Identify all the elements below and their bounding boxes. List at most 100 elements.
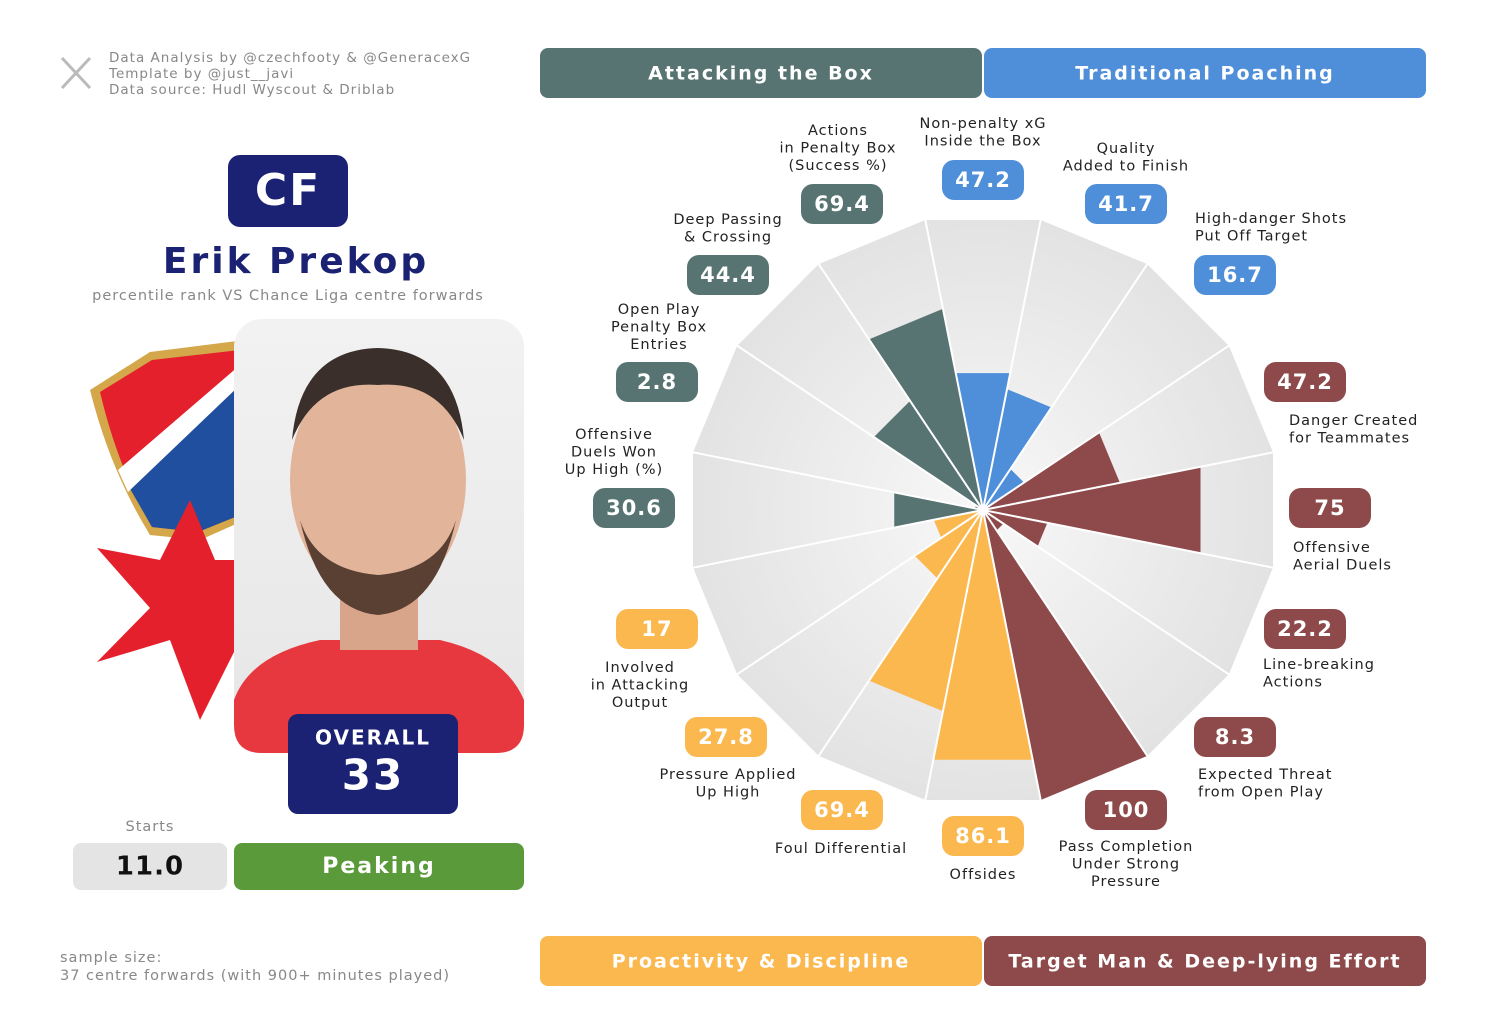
value-badge [1194, 255, 1276, 295]
value-label: 75 [1314, 496, 1345, 520]
value-badge [616, 362, 698, 402]
category-label: Offensive Aerial Duels [1293, 540, 1392, 574]
group-header [540, 48, 982, 98]
spoke [817, 263, 984, 511]
bar [933, 510, 1033, 760]
bar [983, 389, 1052, 510]
value-label: 69.4 [814, 192, 870, 216]
category-line: Output [612, 695, 668, 711]
sample-size: 37 centre forwards (with 900+ minutes pl… [60, 968, 450, 984]
bar [983, 468, 1025, 510]
overall-label: OVERALL [315, 726, 431, 750]
category-label: Non-penalty xG Inside the Box [919, 116, 1046, 150]
spoke [982, 219, 1042, 511]
group-header-label: Attacking the Box [648, 63, 874, 85]
value-badge [1264, 609, 1346, 649]
category-label: Offensive Duels Won Up High (%) [565, 427, 663, 478]
category-label: Offsides [950, 867, 1017, 883]
category-line: Pressure Applied [659, 767, 796, 783]
group-header-label: Traditional Poaching [1075, 63, 1335, 85]
category-line: in Attacking [591, 678, 690, 694]
player-photo [234, 319, 524, 753]
value-label: 47.2 [1277, 370, 1333, 394]
category-line: Put Off Target [1195, 229, 1308, 245]
segment-background [983, 510, 1273, 675]
value-badge [687, 255, 769, 295]
spoke [982, 451, 1274, 511]
category-line: Actions [1263, 675, 1323, 691]
bar [873, 400, 983, 510]
value-label: 30.6 [606, 496, 662, 520]
group-header-label: Target Man & Deep-lying Effort [1008, 951, 1401, 973]
category-line: Pass Completion [1059, 839, 1194, 855]
value-label: 44.4 [700, 263, 756, 287]
credit: Data source: Hudl Wyscout & Driblab [109, 82, 395, 98]
value-badge [1194, 717, 1276, 757]
segment-background [983, 510, 1229, 756]
category-label: Foul Differential [775, 841, 907, 857]
segment-background [983, 264, 1229, 510]
value-badge [942, 160, 1024, 200]
spoke [924, 509, 984, 801]
spoke [982, 344, 1230, 511]
bar [983, 510, 1048, 547]
category-line: Entries [630, 337, 688, 353]
group-header [984, 936, 1426, 986]
category-line: Up High (%) [565, 462, 663, 478]
bar [983, 466, 1201, 554]
segment-background [693, 452, 983, 568]
value-label: 69.4 [814, 798, 870, 822]
category-line: Line-breaking [1263, 657, 1375, 673]
value-label: 17 [641, 617, 672, 641]
bar [955, 373, 1011, 510]
subtitle: percentile rank VS Chance Liga centre fo… [92, 288, 484, 304]
segment-background [693, 510, 983, 675]
bar [868, 308, 983, 510]
value-badge [616, 609, 698, 649]
value-badge [801, 790, 883, 830]
value-label: 41.7 [1098, 192, 1154, 216]
category-line: Non-penalty xG [919, 116, 1046, 132]
status-box [234, 843, 524, 890]
value-badge [685, 717, 767, 757]
category-line: Offensive [1293, 540, 1371, 556]
bar [914, 510, 983, 579]
category-line: Up High [696, 785, 761, 801]
value-label: 2.8 [637, 370, 677, 394]
spoke [982, 509, 1042, 801]
value-badge [1289, 488, 1371, 528]
segment-background [925, 220, 1041, 510]
starts-value: 11.0 [116, 852, 184, 882]
starts-box [73, 843, 227, 890]
spoke [924, 219, 984, 511]
category-line: Quality [1097, 141, 1156, 157]
sample-size: sample size: [60, 950, 162, 966]
spoke [982, 509, 1230, 676]
category-label: Pressure Applied Up High [659, 767, 796, 801]
spoke [982, 509, 1274, 569]
spoke [736, 509, 984, 676]
category-line: Offsides [950, 867, 1017, 883]
club-crest [90, 340, 245, 720]
value-badge [1085, 790, 1167, 830]
category-label: High-danger Shots Put Off Target [1195, 211, 1347, 245]
credit: Data Analysis by @czechfooty & @Generace… [109, 50, 471, 66]
category-line: Expected Threat [1198, 767, 1332, 783]
category-line: Foul Differential [775, 841, 907, 857]
category-label: Deep Passing & Crossing [673, 212, 782, 246]
bar [868, 510, 983, 712]
category-label: Line-breaking Actions [1263, 657, 1375, 691]
overall-value: 33 [342, 751, 404, 800]
position: CF [255, 165, 321, 216]
category-line: Under Strong [1072, 857, 1180, 873]
spoke [692, 451, 984, 511]
category-line: Offensive [575, 427, 653, 443]
category-line: for Teammates [1289, 431, 1410, 447]
value-badge [1264, 362, 1346, 402]
spoke [736, 344, 984, 511]
category-line: Added to Finish [1063, 159, 1189, 175]
value-label: 22.2 [1277, 617, 1333, 641]
spoke [982, 263, 1149, 511]
value-label: 86.1 [955, 824, 1011, 848]
